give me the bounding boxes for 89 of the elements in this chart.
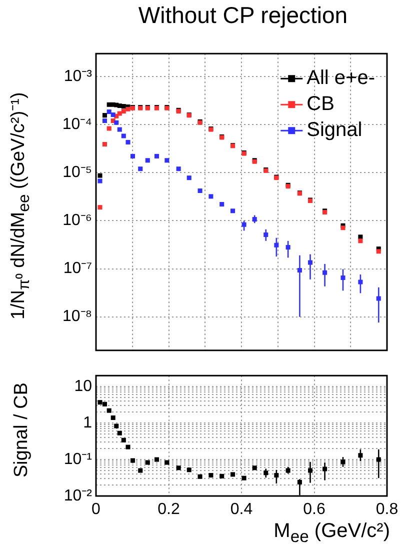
point — [376, 249, 381, 254]
y-tick-label: 10⁻³ — [64, 68, 93, 85]
point — [154, 154, 160, 158]
y-tick-label: 10⁻⁴ — [62, 116, 92, 133]
point — [121, 134, 126, 138]
point — [145, 460, 150, 465]
point — [198, 474, 202, 479]
point — [186, 468, 192, 472]
point — [220, 202, 224, 207]
point — [264, 470, 268, 476]
point — [220, 474, 224, 478]
point — [98, 205, 102, 210]
point — [130, 154, 135, 158]
point — [102, 402, 107, 406]
x-tick-label: 0.2 — [158, 501, 180, 518]
y-tick-label: 1 — [83, 414, 92, 432]
point — [340, 275, 346, 280]
point — [98, 178, 102, 184]
point — [358, 280, 363, 284]
point — [252, 466, 257, 470]
point — [126, 444, 130, 450]
point — [274, 473, 279, 478]
x-tick-label: 0.6 — [303, 501, 326, 518]
y-tick-label: 10⁻⁸ — [62, 308, 92, 326]
point — [322, 466, 328, 472]
point — [340, 226, 346, 230]
point — [145, 158, 150, 163]
y-tick-label: 10⁻¹ — [64, 450, 92, 468]
x-tick-label: 0.8 — [376, 501, 398, 518]
point — [110, 112, 116, 118]
y-tick-label: 10⁻² — [64, 487, 93, 504]
x-tick-label: 0.4 — [230, 501, 253, 518]
point — [308, 468, 313, 473]
point — [117, 111, 122, 116]
point — [297, 480, 302, 484]
point — [106, 109, 112, 114]
point — [138, 468, 143, 473]
point — [164, 158, 170, 163]
point — [208, 194, 214, 199]
point — [242, 222, 246, 227]
point — [117, 127, 122, 132]
point — [208, 473, 214, 478]
y-axis-title: Signal / CB — [10, 381, 33, 480]
point — [126, 140, 130, 144]
point — [106, 126, 112, 131]
point — [110, 415, 116, 420]
point — [264, 232, 268, 238]
point — [102, 113, 107, 118]
point — [242, 476, 246, 480]
y-tick-label: 10 — [74, 378, 92, 395]
point — [198, 188, 202, 194]
point — [154, 457, 160, 462]
legend-label: Signal — [306, 119, 362, 142]
point — [308, 260, 313, 265]
point — [130, 458, 135, 463]
y-tick-label: 10⁻⁷ — [63, 260, 92, 278]
point — [176, 466, 181, 470]
point — [376, 296, 381, 301]
point — [297, 268, 302, 273]
point — [138, 166, 143, 172]
point — [230, 208, 236, 214]
y-tick-label: 10⁻⁶ — [62, 212, 92, 230]
point — [164, 460, 170, 465]
point — [230, 472, 236, 477]
point — [322, 270, 328, 275]
legend-label: CB — [306, 93, 334, 116]
point — [102, 118, 107, 124]
point — [176, 166, 181, 172]
point — [186, 176, 192, 180]
point — [340, 460, 346, 464]
point — [117, 430, 122, 436]
point — [376, 457, 381, 462]
point — [114, 120, 119, 125]
point — [98, 400, 102, 405]
x-tick-label: 0 — [92, 501, 101, 518]
point — [274, 242, 279, 248]
point — [358, 453, 363, 458]
point — [98, 173, 102, 178]
point — [121, 438, 126, 442]
point — [114, 424, 119, 428]
chart-title: Without CP rejection — [137, 2, 349, 29]
point — [358, 238, 363, 244]
point — [102, 142, 107, 146]
point — [121, 108, 126, 114]
x-axis-title: M$_{ee}$ (GeV/c²) — [274, 520, 390, 547]
legend-label: All e+e- — [306, 67, 376, 90]
point — [106, 408, 112, 413]
y-tick-label: 10⁻⁵ — [62, 164, 92, 182]
point — [286, 245, 290, 250]
